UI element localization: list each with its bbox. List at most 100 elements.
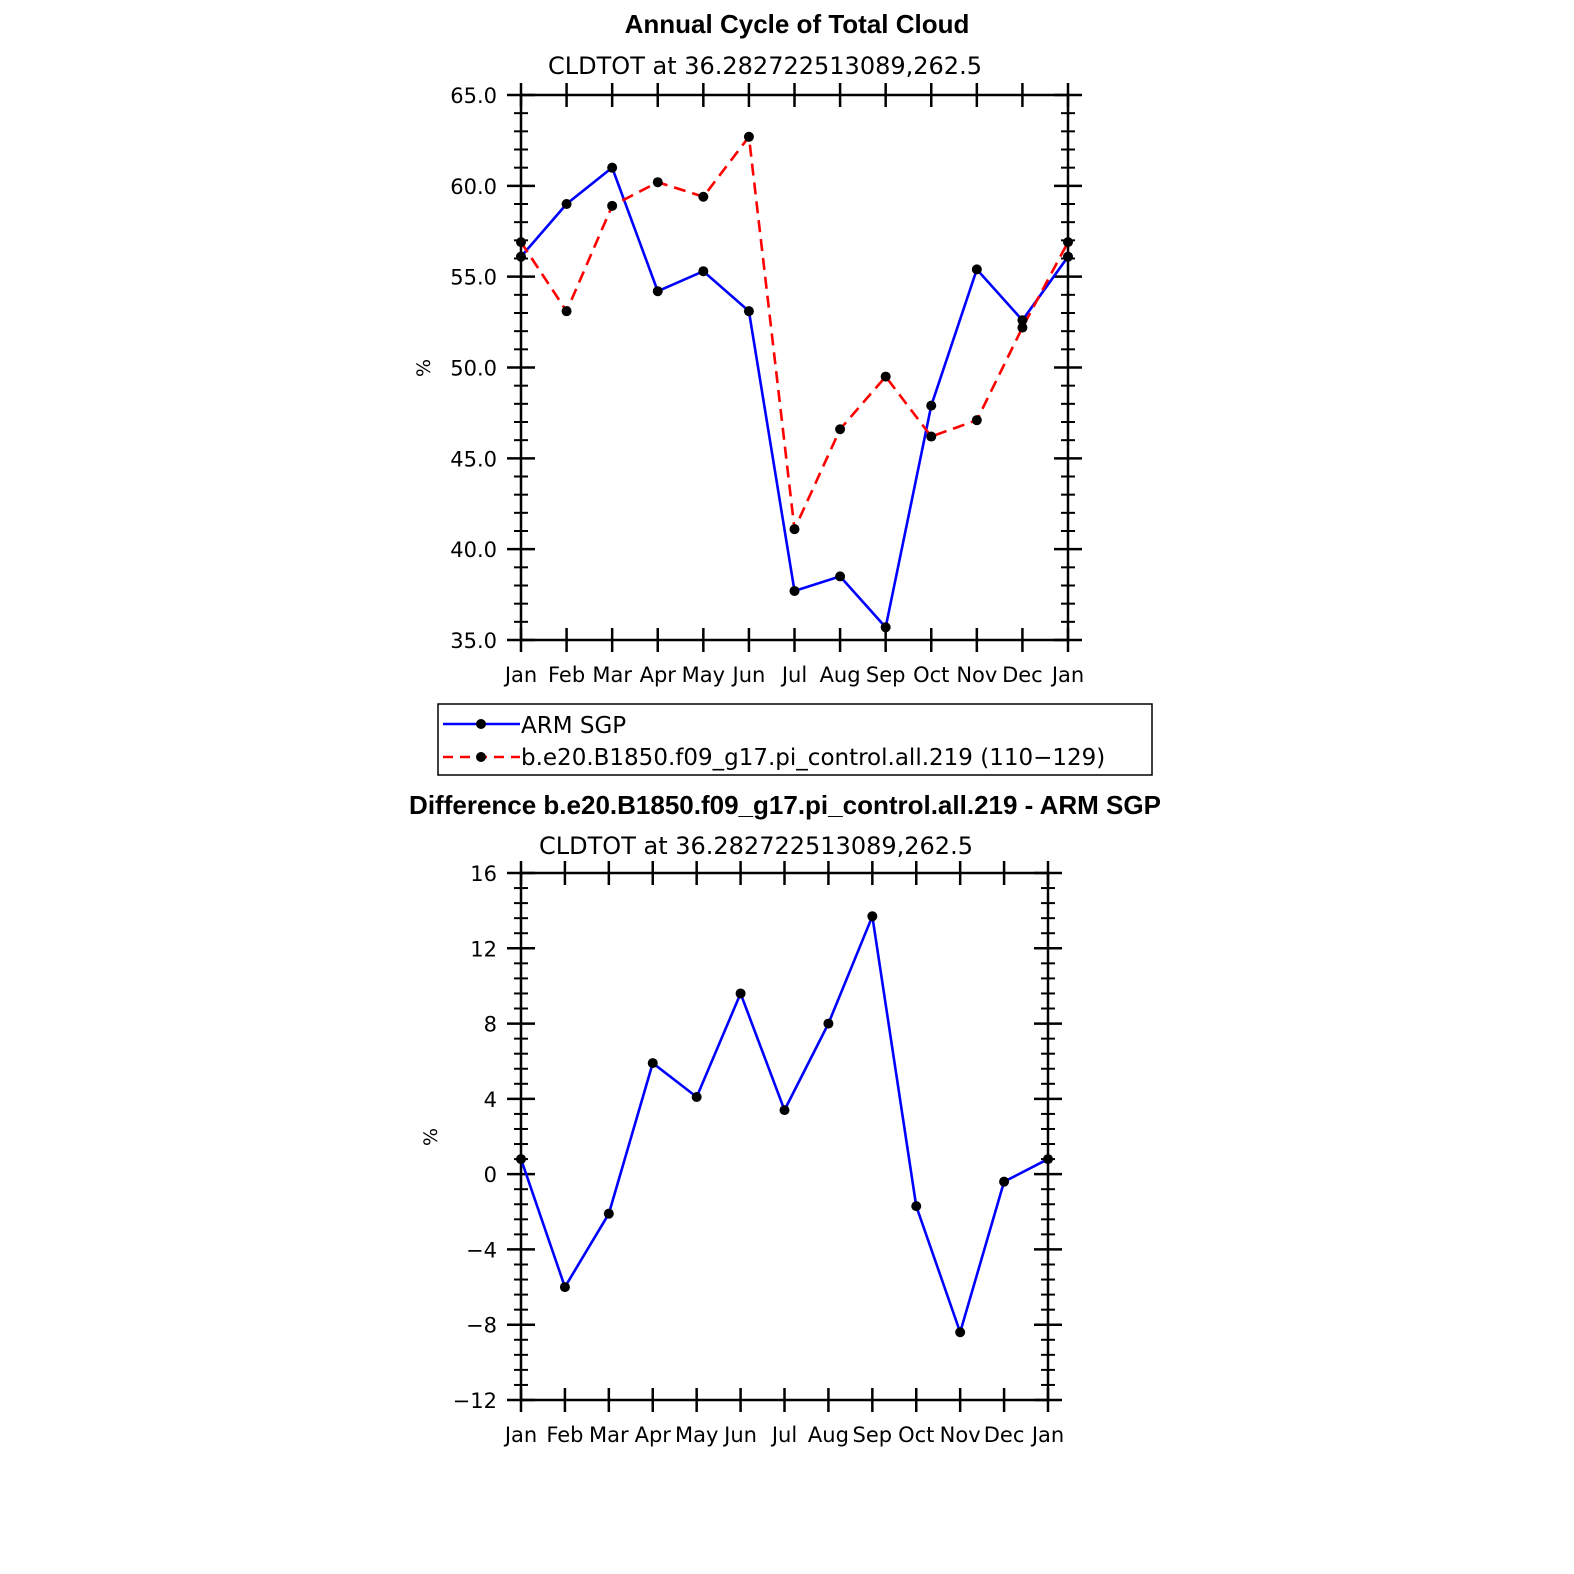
- series-0-point: [971, 264, 982, 275]
- series-0-point: [516, 251, 526, 262]
- y-tick-label: 8: [484, 1013, 497, 1037]
- series-0-point: [691, 1091, 702, 1102]
- legend-arm-sgp-marker: [476, 719, 486, 729]
- y-tick-label: 55.0: [450, 266, 497, 290]
- series-0-point: [516, 1154, 526, 1165]
- x-tick-label: Feb: [548, 663, 585, 687]
- x-tick-label: Jul: [780, 663, 807, 687]
- y-tick-label: 40.0: [450, 538, 497, 562]
- x-tick-label: Dec: [1002, 663, 1043, 687]
- chart1-axes: 35.0 40.0 45.0 50.0 55.0 60.0 65.0 Jan Feb Mar Apr…: [450, 83, 1084, 687]
- series-0-point: [999, 1176, 1010, 1187]
- chart2-subtitle: CLDTOT at 36.282722513089,262.5: [539, 832, 973, 860]
- legend-model-marker: [476, 752, 486, 762]
- y-tick-label: 65.0: [450, 84, 497, 108]
- y-tick-label: −12: [453, 1389, 497, 1413]
- series-1-point: [880, 371, 891, 382]
- x-tick-label: Jan: [1050, 663, 1084, 687]
- x-tick-label: Aug: [820, 663, 861, 687]
- y-tick-label: 60.0: [450, 175, 497, 199]
- series-0-point: [1017, 315, 1028, 326]
- x-tick-label: Jan: [503, 663, 537, 687]
- chart1-ylabel: %: [413, 359, 435, 377]
- difference-chart: Difference b.e20.B1850.f09_g17.pi_contro…: [409, 790, 1161, 1447]
- series-0-point: [603, 1208, 614, 1219]
- chart2-series: [516, 911, 1053, 1338]
- x-tick-label: Jun: [731, 663, 766, 687]
- x-tick-label: May: [682, 663, 725, 687]
- series-0-point: [926, 400, 937, 411]
- series-1-point: [561, 306, 572, 317]
- x-tick-label: Oct: [898, 1423, 934, 1447]
- y-tick-label: 45.0: [450, 447, 497, 471]
- x-tick-label: Mar: [592, 663, 632, 687]
- series-1-point: [516, 237, 526, 248]
- series-0-point: [735, 988, 746, 999]
- x-tick-label: May: [675, 1423, 718, 1447]
- series-line-1: [519, 133, 1070, 534]
- series-0-point: [647, 1058, 658, 1069]
- series-0-point: [789, 585, 800, 596]
- y-tick-label: 0: [484, 1163, 497, 1187]
- x-tick-label: Jan: [503, 1423, 537, 1447]
- chart2-title: Difference b.e20.B1850.f09_g17.pi_contro…: [409, 790, 1161, 820]
- annual-cycle-chart: Annual Cycle of Total Cloud CLDTOT at 36…: [413, 9, 1084, 687]
- x-tick-label: Nov: [940, 1423, 981, 1447]
- x-tick-label: Mar: [589, 1423, 629, 1447]
- chart1-series: [516, 131, 1073, 633]
- x-tick-label: Feb: [546, 1423, 583, 1447]
- plot-frame: [519, 93, 1070, 642]
- series-0-point: [835, 571, 846, 582]
- series-0-point: [779, 1105, 790, 1116]
- y-tick-label: 4: [484, 1088, 497, 1112]
- series-0-point: [652, 286, 663, 297]
- series-1-point: [743, 131, 754, 142]
- series-0-point: [561, 199, 572, 209]
- series-0-point: [1063, 251, 1073, 262]
- x-tick-label: Apr: [635, 1423, 672, 1447]
- x-tick-label: Sep: [866, 663, 906, 687]
- series-1-point: [926, 431, 937, 442]
- series-0-point: [559, 1282, 570, 1293]
- series-0-point: [955, 1327, 966, 1338]
- series-0-point: [823, 1018, 834, 1029]
- x-tick-label: Jul: [770, 1423, 797, 1447]
- y-tick-label: 35.0: [450, 629, 497, 653]
- x-tick-label: Dec: [984, 1423, 1025, 1447]
- chart2-ylabel: %: [420, 1128, 442, 1146]
- series-0-point: [607, 162, 618, 173]
- series-1-point: [652, 177, 663, 188]
- series-line-0: [519, 911, 1049, 1337]
- x-tick-label: Jun: [722, 1423, 757, 1447]
- y-tick-label: 12: [470, 937, 497, 961]
- series-line-0: [520, 165, 1070, 631]
- y-tick-label: 16: [470, 862, 497, 886]
- series-1-point: [835, 424, 846, 435]
- series-0-point: [867, 911, 878, 922]
- legend-model-label: b.e20.B1850.f09_g17.pi_control.all.219 (…: [521, 745, 1105, 771]
- series-0-point: [880, 622, 891, 633]
- series-1-point: [1063, 237, 1073, 248]
- x-tick-label: Nov: [956, 663, 997, 687]
- x-tick-label: Jan: [1030, 1423, 1064, 1447]
- x-tick-label: Apr: [640, 663, 677, 687]
- plot-frame: [519, 871, 1050, 1402]
- x-tick-label: Oct: [913, 663, 949, 687]
- chart1-legend: ARM SGP b.e20.B1850.f09_g17.pi_control.a…: [437, 703, 1153, 776]
- x-tick-label: Aug: [808, 1423, 849, 1447]
- series-1-point: [698, 191, 709, 202]
- series-1-point: [971, 415, 982, 426]
- chart1-subtitle: CLDTOT at 36.282722513089,262.5: [548, 52, 982, 80]
- series-0-point: [698, 266, 709, 277]
- series-0-point: [1043, 1154, 1053, 1165]
- series-1-point: [1017, 322, 1028, 333]
- y-tick-label: −4: [466, 1238, 497, 1262]
- series-0-point: [911, 1201, 922, 1212]
- x-tick-label: Sep: [853, 1423, 893, 1447]
- series-1-point: [607, 200, 618, 211]
- y-tick-label: 50.0: [450, 357, 497, 381]
- series-0-point: [743, 306, 754, 317]
- legend-box: [437, 703, 1153, 776]
- legend-arm-sgp-label: ARM SGP: [521, 713, 626, 739]
